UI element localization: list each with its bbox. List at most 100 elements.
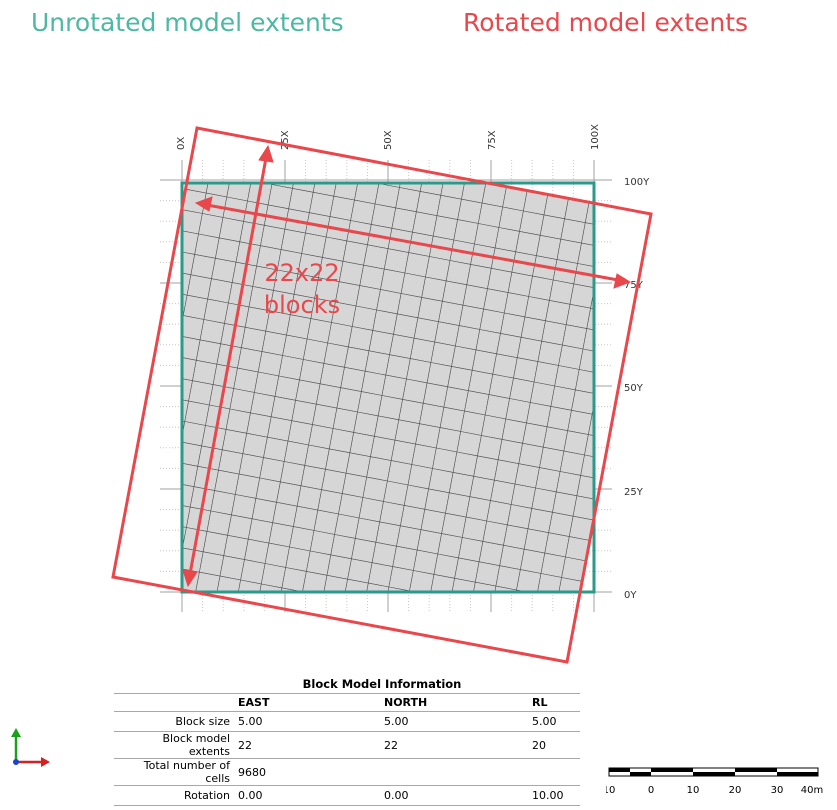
model-block [309,191,335,217]
model-block [390,439,416,465]
model-block [396,525,422,551]
model-block [287,420,313,446]
model-block [441,512,467,538]
model-block [602,227,626,251]
model-block [182,547,183,553]
scale-label: 20 [729,785,742,796]
model-block [377,395,403,421]
model-block [182,463,199,488]
model-block [338,493,364,519]
model-block [223,534,249,560]
model-block [495,565,521,591]
model-block [349,432,375,458]
model-block [383,248,410,274]
model-block [409,570,435,592]
model-block [255,477,281,503]
model-block [291,399,317,425]
model-block [388,566,414,592]
model-block [270,396,296,422]
model-block [400,272,426,298]
model-block [545,300,571,326]
model-block [541,320,567,346]
model-block [383,480,409,506]
model-block [533,594,557,618]
model-block [195,339,222,365]
model-block [205,183,230,198]
model-block [182,421,206,447]
model-block [392,545,418,571]
model-block [569,283,594,309]
model-block [442,280,468,306]
model-block [571,389,594,415]
model-block [447,599,472,623]
model-block [334,513,360,539]
model-block [452,451,478,477]
model-block [389,333,415,359]
scale-label: 30 [771,785,784,796]
model-block [367,562,394,588]
cell-east: 5.00 [234,711,380,732]
axis-ticks: 0X 25X 50X 75X 100X 100Y 75Y 50Y 25Y 0Y [176,124,650,601]
model-block [419,402,445,428]
model-block [195,571,221,592]
model-block [299,359,325,385]
model-block [473,581,497,592]
model-block [323,342,349,368]
model-block [509,377,535,403]
model-block [366,456,392,482]
model-block [563,430,589,456]
model-block [342,240,368,266]
model-block [531,487,557,513]
model-block [514,463,540,489]
model-block [454,557,480,583]
y-tick-label: 50Y [624,383,644,394]
model-block [445,260,471,286]
model-block [363,244,389,270]
model-block [462,284,488,310]
model-block [559,450,585,476]
model-block [496,333,522,359]
model-block [494,227,520,253]
model-block [336,387,362,413]
y-tick-label: 75Y [624,280,644,291]
cell-north [380,758,528,786]
model-block [582,328,594,352]
model-block [210,152,235,176]
model-block [550,385,576,411]
model-block [433,553,459,579]
model-block [487,267,513,293]
model-block [293,505,319,531]
model-block [357,391,383,417]
model-block [327,322,353,348]
cell-rl: 20 [528,731,580,759]
model-block [488,607,512,631]
model-block [507,271,533,297]
model-block [362,476,388,502]
model-block [354,517,381,543]
model-block [247,518,274,544]
cell-east: 22 [234,731,380,759]
model-block [289,526,315,552]
model-block [415,423,441,449]
rotated-extent-box [111,126,653,664]
model-block [519,210,545,236]
column-header-north: NORTH [380,693,528,712]
model-block [461,516,488,542]
model-block [251,498,277,524]
model-block [425,256,451,282]
model-block [145,499,169,523]
model-block [494,585,517,592]
model-block [544,532,570,558]
model-block [325,448,351,474]
model-block [539,446,565,472]
model-block [432,215,458,241]
model-block [424,488,450,514]
model-block [309,530,335,556]
model-block [468,603,493,627]
unrotated-extent-box [180,181,596,594]
model-block [458,304,484,330]
model-block [524,296,550,322]
model-block [192,359,218,385]
model-block [509,611,534,635]
model-block [344,346,370,372]
